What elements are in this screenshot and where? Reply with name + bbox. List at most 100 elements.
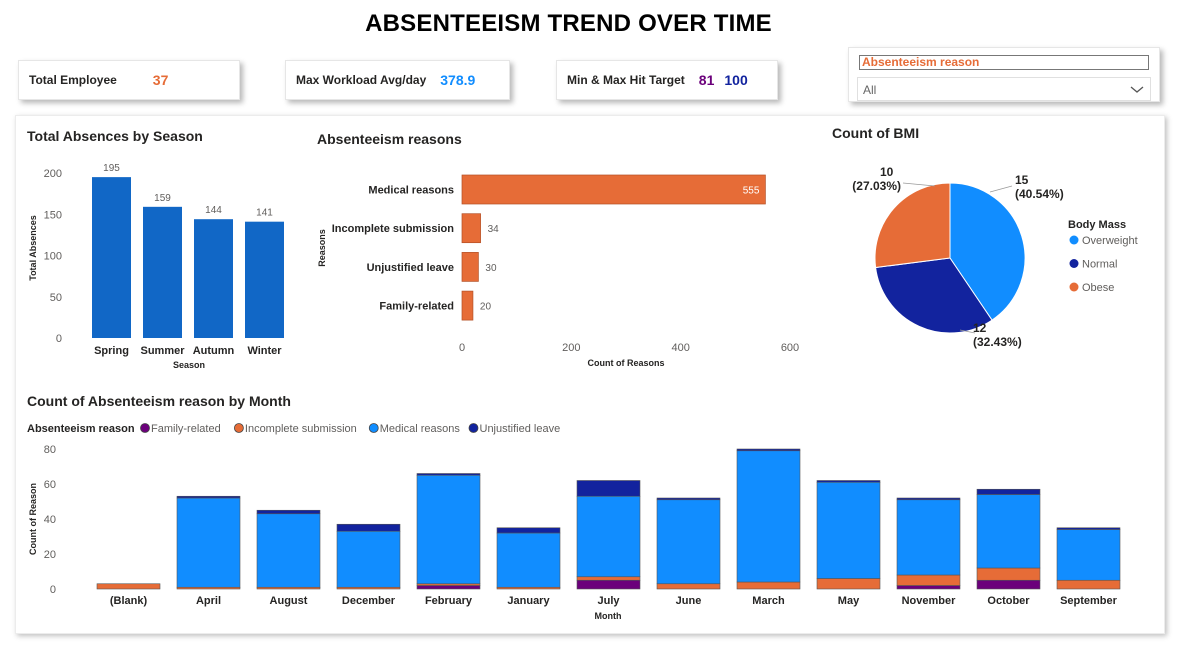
reasons-bar[interactable] (461, 290, 474, 321)
month-bar-segment[interactable] (176, 495, 241, 499)
bmi-leader-line (902, 182, 936, 187)
month-bar-segment[interactable] (736, 450, 801, 583)
reasons-bar[interactable] (461, 213, 481, 244)
month-bar-segment[interactable] (416, 473, 481, 476)
kpi-total-employee: Total Employee 37 (18, 60, 240, 100)
month-bar-segment[interactable] (496, 527, 561, 534)
season-x-tick: Autumn (193, 345, 235, 357)
bmi-pie-slice[interactable] (949, 182, 1026, 321)
kpi-hit-target: Min & Max Hit Target 81 100 (556, 60, 778, 100)
bmi-slice-pct: (40.54%) (1015, 187, 1064, 201)
season-bar[interactable] (92, 177, 131, 338)
month-bar-segment[interactable] (336, 530, 401, 588)
month-bar-segment[interactable] (1056, 529, 1121, 581)
chevron-down-icon[interactable] (1128, 79, 1146, 99)
season-bar[interactable] (245, 221, 284, 338)
month-bar-segment[interactable] (496, 532, 561, 588)
month-y-tick: 80 (44, 444, 56, 456)
month-x-tick: October (987, 595, 1030, 607)
month-bar-segment[interactable] (816, 480, 881, 483)
month-bar-segment[interactable] (656, 499, 721, 585)
reasons-chart-title: Absenteeism reasons (317, 131, 462, 147)
month-bar-segment[interactable] (96, 583, 161, 590)
season-bar[interactable] (143, 206, 182, 338)
month-bar-segment[interactable] (1056, 579, 1121, 590)
month-x-tick: May (838, 595, 860, 607)
month-bar-segment[interactable] (736, 581, 801, 590)
month-bar-segment[interactable] (896, 497, 961, 501)
month-bar-segment[interactable] (656, 583, 721, 590)
season-y-tick: 0 (56, 333, 62, 345)
month-bar-segment[interactable] (256, 509, 321, 515)
season-y-tick: 50 (50, 292, 62, 304)
month-x-tick: March (752, 595, 785, 607)
month-bar-segment[interactable] (576, 576, 641, 581)
bmi-pie-slice[interactable] (875, 257, 993, 334)
reasons-chart: Absenteeism reasons Reasons Count of Rea… (317, 131, 799, 368)
kpi-label: Min & Max Hit Target (567, 73, 685, 87)
month-bar-segment[interactable] (416, 474, 481, 585)
kpi-label: Total Employee (29, 73, 117, 87)
bmi-pie-slice[interactable] (874, 182, 951, 269)
season-y-tick: 100 (44, 251, 62, 263)
month-bar-segment[interactable] (816, 481, 881, 579)
bmi-slice-label: 15 (1015, 173, 1029, 187)
month-bar-segment[interactable] (896, 574, 961, 586)
month-bar-segment[interactable] (816, 578, 881, 590)
season-y-tick: 200 (44, 168, 62, 180)
month-x-axis-label: Month (595, 611, 622, 621)
page-title: ABSENTEEISM TREND OVER TIME (365, 10, 772, 37)
month-bar-segment[interactable] (896, 499, 961, 576)
month-bar-segment[interactable] (976, 488, 1041, 495)
reasons-x-tick: 400 (671, 342, 689, 354)
bmi-leader-line (959, 329, 976, 334)
slicer-title: Absenteeism reason (859, 55, 1149, 70)
bmi-legend-item[interactable]: Normal (1082, 259, 1117, 271)
reasons-bar[interactable] (461, 174, 766, 205)
reasons-data-label: 20 (480, 302, 492, 313)
bmi-slice-pct: (32.43%) (973, 335, 1022, 349)
bmi-legend-item[interactable]: Obese (1082, 282, 1114, 294)
month-bar-segment[interactable] (576, 579, 641, 590)
month-bar-segment[interactable] (1056, 527, 1121, 530)
month-bar-segment[interactable] (656, 497, 721, 501)
bmi-legend-marker (1069, 235, 1079, 245)
bmi-legend-item[interactable]: Overweight (1082, 235, 1138, 247)
month-bar-segment[interactable] (176, 497, 241, 588)
month-bar-segment[interactable] (576, 495, 641, 578)
bmi-pie-chart: Count of BMI Body Mass 15(40.54%) Overwei… (832, 125, 1138, 349)
season-x-axis-label: Season (173, 360, 205, 370)
month-bar-segment[interactable] (416, 585, 481, 590)
month-x-tick: February (425, 595, 473, 607)
season-chart: Total Absences by Season Total Absences … (27, 128, 284, 370)
month-legend-title: Absenteeism reason (27, 423, 135, 435)
month-legend-item[interactable]: Unjustified leave (480, 423, 561, 435)
month-legend-item[interactable]: Incomplete submission (245, 423, 357, 435)
month-bar-segment[interactable] (576, 480, 641, 497)
month-legend-item[interactable]: Family-related (151, 423, 221, 435)
kpi-max-workload: Max Workload Avg/day 378.9 (285, 60, 510, 100)
reasons-y-tick: Unjustified leave (367, 262, 454, 274)
month-bar-segment[interactable] (336, 523, 401, 532)
month-chart-title: Count of Absenteeism reason by Month (27, 393, 291, 409)
month-bar-segment[interactable] (896, 585, 961, 590)
month-bar-segment[interactable] (976, 567, 1041, 581)
reasons-data-label: 34 (488, 224, 500, 235)
month-legend-marker (233, 423, 244, 433)
season-x-tick: Winter (247, 345, 282, 357)
season-bar[interactable] (194, 219, 233, 338)
season-x-tick: Spring (94, 345, 129, 357)
month-bar-segment[interactable] (976, 494, 1041, 569)
month-bar-segment[interactable] (736, 448, 801, 452)
month-bar-segment[interactable] (256, 513, 321, 588)
reasons-x-axis-label: Count of Reasons (587, 358, 664, 368)
reasons-bar[interactable] (461, 252, 479, 282)
month-y-tick: 20 (44, 549, 56, 561)
absenteeism-reason-slicer: Absenteeism reason All (848, 47, 1160, 102)
month-legend-item[interactable]: Medical reasons (380, 423, 461, 435)
month-bar-segment[interactable] (976, 579, 1041, 590)
reasons-y-tick: Medical reasons (368, 185, 454, 197)
month-x-tick: (Blank) (110, 595, 148, 607)
slicer-dropdown[interactable]: All (857, 77, 1151, 101)
